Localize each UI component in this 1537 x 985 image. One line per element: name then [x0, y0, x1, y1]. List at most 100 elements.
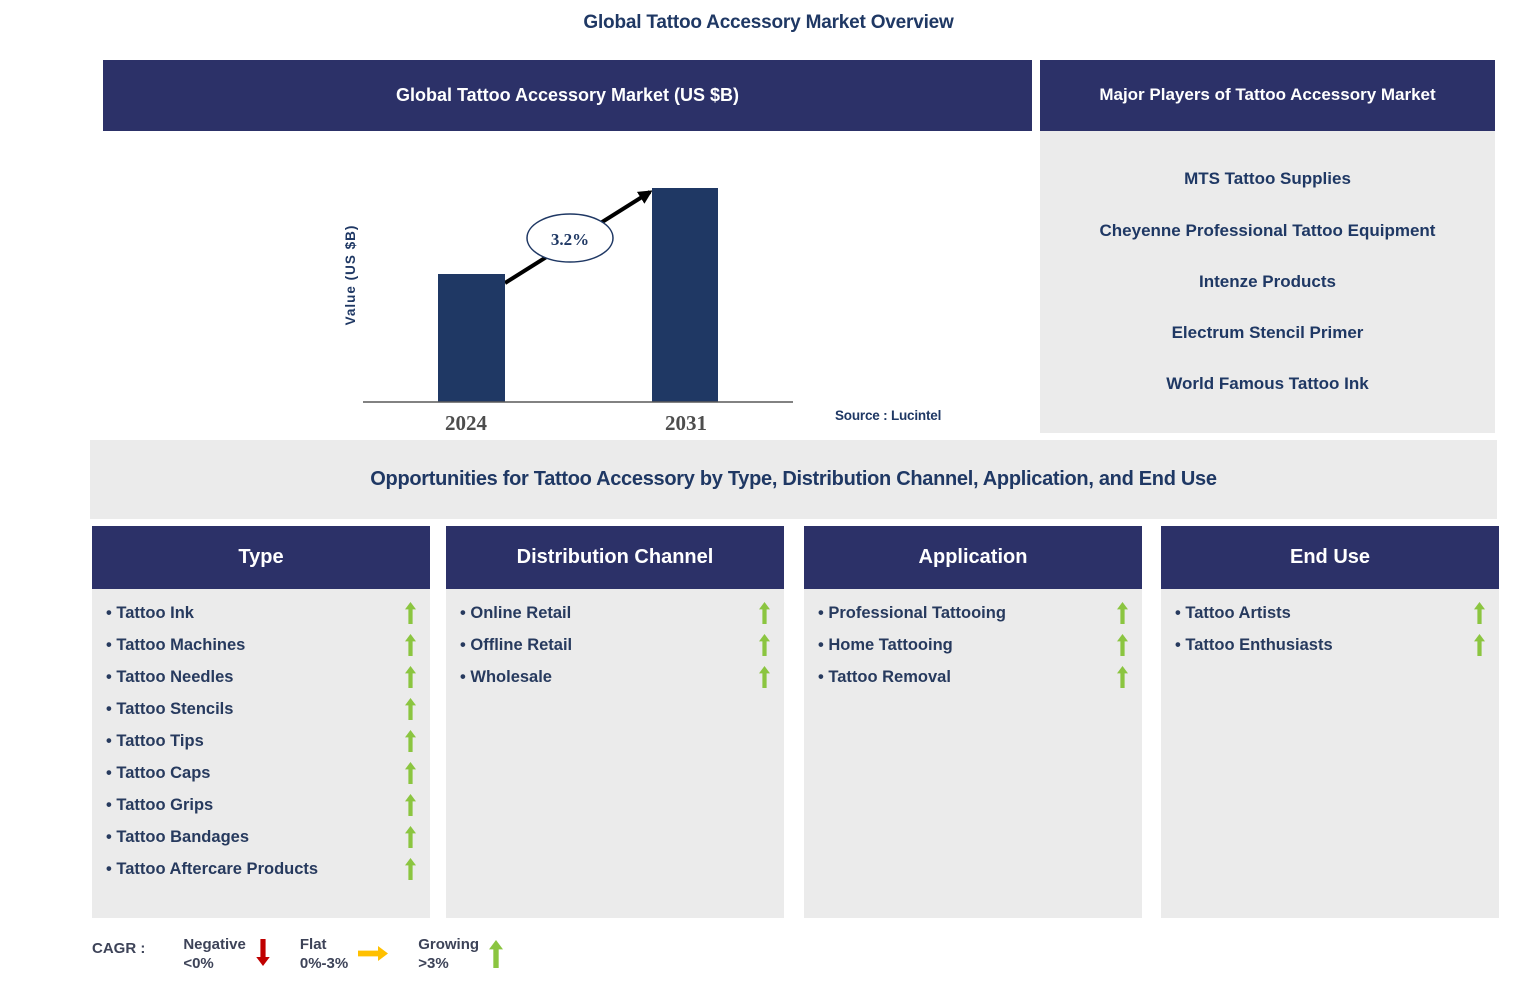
segment-item-label: Tattoo Removal	[818, 668, 951, 687]
legend-name: Growing	[418, 936, 480, 953]
up-arrow-icon	[405, 729, 416, 753]
list-item: Intenze Products	[1199, 271, 1336, 291]
segment-item-label: Professional Tattooing	[818, 604, 1006, 623]
up-arrow-icon	[1117, 601, 1128, 625]
list-item: Tattoo Needles	[106, 661, 416, 693]
down-arrow-icon	[256, 936, 270, 971]
legend-name: Flat	[299, 936, 327, 953]
up-arrow-icon	[759, 665, 770, 689]
segment-header-end-use: End Use	[1161, 526, 1499, 589]
up-arrow-icon	[405, 793, 416, 817]
cagr-value-label: 3.2%	[551, 230, 589, 249]
market-bar-chart: 3.2% Value (US $B) 2024 2031 Source : Lu…	[103, 131, 1032, 440]
bar-2024	[438, 274, 505, 402]
segment-column-end-use: End Use Tattoo Artists Tattoo Enthusiast…	[1161, 526, 1499, 918]
segment-column-application: Application Professional Tattooing Home …	[804, 526, 1142, 918]
segment-body-distribution-channel: Online Retail Offline Retail Wholesale	[446, 589, 784, 918]
up-arrow-icon	[1474, 633, 1485, 657]
list-item: MTS Tattoo Supplies	[1184, 169, 1351, 189]
legend-range: 0%-3%	[299, 954, 349, 972]
segment-item-label: Tattoo Caps	[106, 764, 210, 783]
list-item: Home Tattooing	[818, 629, 1128, 661]
list-item: Tattoo Enthusiasts	[1175, 629, 1485, 661]
legend-name: Negative	[183, 936, 246, 953]
legend-range: <0%	[183, 954, 214, 972]
list-item: World Famous Tattoo Ink	[1166, 373, 1369, 393]
up-arrow-icon	[405, 665, 416, 689]
up-arrow-icon	[405, 857, 416, 881]
up-arrow-icon	[405, 601, 416, 625]
list-item: Electrum Stencil Primer	[1171, 322, 1364, 342]
up-arrow-icon	[1117, 665, 1128, 689]
cagr-legend: CAGR : Negative <0% Flat 0%-3% Growing >…	[92, 936, 533, 974]
segment-item-label: Tattoo Needles	[106, 668, 233, 687]
cagr-ellipse	[526, 213, 614, 263]
right-arrow-icon	[358, 936, 389, 966]
segment-item-label: Tattoo Aftercare Products	[106, 860, 318, 879]
list-item: Cheyenne Professional Tattoo Equipment	[1099, 220, 1436, 240]
segment-item-label: Home Tattooing	[818, 636, 952, 655]
segment-column-distribution-channel: Distribution Channel Online Retail Offli…	[446, 526, 784, 918]
x-tick-2024: 2024	[445, 411, 488, 435]
up-arrow-icon	[405, 761, 416, 785]
opportunities-strip: Opportunities for Tattoo Accessory by Ty…	[90, 440, 1497, 519]
up-arrow-icon	[759, 633, 770, 657]
source-note: Source : Lucintel	[835, 408, 941, 423]
segment-item-label: Tattoo Grips	[106, 796, 213, 815]
list-item: Online Retail	[460, 597, 770, 629]
segment-item-label: Wholesale	[460, 668, 552, 687]
legend-item-flat: Flat 0%-3%	[299, 936, 389, 974]
segment-item-label: Online Retail	[460, 604, 571, 623]
up-arrow-icon	[405, 825, 416, 849]
segment-header-type: Type	[92, 526, 430, 589]
list-item: Tattoo Stencils	[106, 693, 416, 725]
x-tick-2031: 2031	[665, 411, 707, 435]
segment-item-label: Tattoo Tips	[106, 732, 203, 751]
opportunities-title: Opportunities for Tattoo Accessory by Ty…	[370, 468, 1217, 490]
cagr-legend-label: CAGR :	[92, 940, 146, 957]
segment-body-end-use: Tattoo Artists Tattoo Enthusiasts	[1161, 589, 1499, 918]
page-title: Global Tattoo Accessory Market Overview	[583, 12, 954, 33]
legend-range: >3%	[418, 954, 449, 972]
chart-panel-header: Global Tattoo Accessory Market (US $B)	[103, 60, 1032, 131]
legend-item-negative: Negative <0%	[183, 936, 270, 974]
list-item: Tattoo Aftercare Products	[106, 853, 416, 885]
up-arrow-icon	[1117, 633, 1128, 657]
list-item: Tattoo Removal	[818, 661, 1128, 693]
list-item: Tattoo Bandages	[106, 821, 416, 853]
list-item: Tattoo Ink	[106, 597, 416, 629]
segment-body-application: Professional Tattooing Home Tattooing Ta…	[804, 589, 1142, 918]
segment-body-type: Tattoo Ink Tattoo Machines Tattoo Needle…	[92, 589, 430, 918]
major-players-header: Major Players of Tattoo Accessory Market	[1040, 60, 1495, 131]
list-item: Professional Tattooing	[818, 597, 1128, 629]
up-arrow-icon	[759, 601, 770, 625]
y-axis-label: Value (US $B)	[343, 225, 358, 326]
legend-item-growing: Growing >3%	[418, 936, 504, 974]
segment-item-label: Tattoo Bandages	[106, 828, 249, 847]
bar-chart-svg: 3.2% Value (US $B) 2024 2031 Source : Lu…	[343, 188, 941, 435]
up-arrow-icon	[405, 633, 416, 657]
segment-item-label: Tattoo Machines	[106, 636, 245, 655]
list-item: Tattoo Tips	[106, 725, 416, 757]
list-item: Tattoo Caps	[106, 757, 416, 789]
list-item: Tattoo Machines	[106, 629, 416, 661]
segment-item-label: Tattoo Artists	[1175, 604, 1290, 623]
segment-header-application: Application	[804, 526, 1142, 589]
segment-column-type: Type Tattoo Ink Tattoo Machines Tattoo N…	[92, 526, 430, 918]
major-players-panel: Major Players of Tattoo Accessory Market…	[1040, 60, 1495, 433]
up-arrow-icon	[405, 697, 416, 721]
segment-item-label: Tattoo Ink	[106, 604, 194, 623]
list-item: Tattoo Grips	[106, 789, 416, 821]
list-item: Tattoo Artists	[1175, 597, 1485, 629]
segment-header-distribution-channel: Distribution Channel	[446, 526, 784, 589]
up-arrow-icon	[489, 936, 504, 974]
segment-item-label: Tattoo Enthusiasts	[1175, 636, 1332, 655]
bar-2031	[652, 188, 718, 402]
list-item: Offline Retail	[460, 629, 770, 661]
major-players-list: MTS Tattoo Supplies Cheyenne Professiona…	[1040, 131, 1495, 433]
up-arrow-icon	[1474, 601, 1485, 625]
segment-item-label: Tattoo Stencils	[106, 700, 233, 719]
list-item: Wholesale	[460, 661, 770, 693]
segment-item-label: Offline Retail	[460, 636, 572, 655]
